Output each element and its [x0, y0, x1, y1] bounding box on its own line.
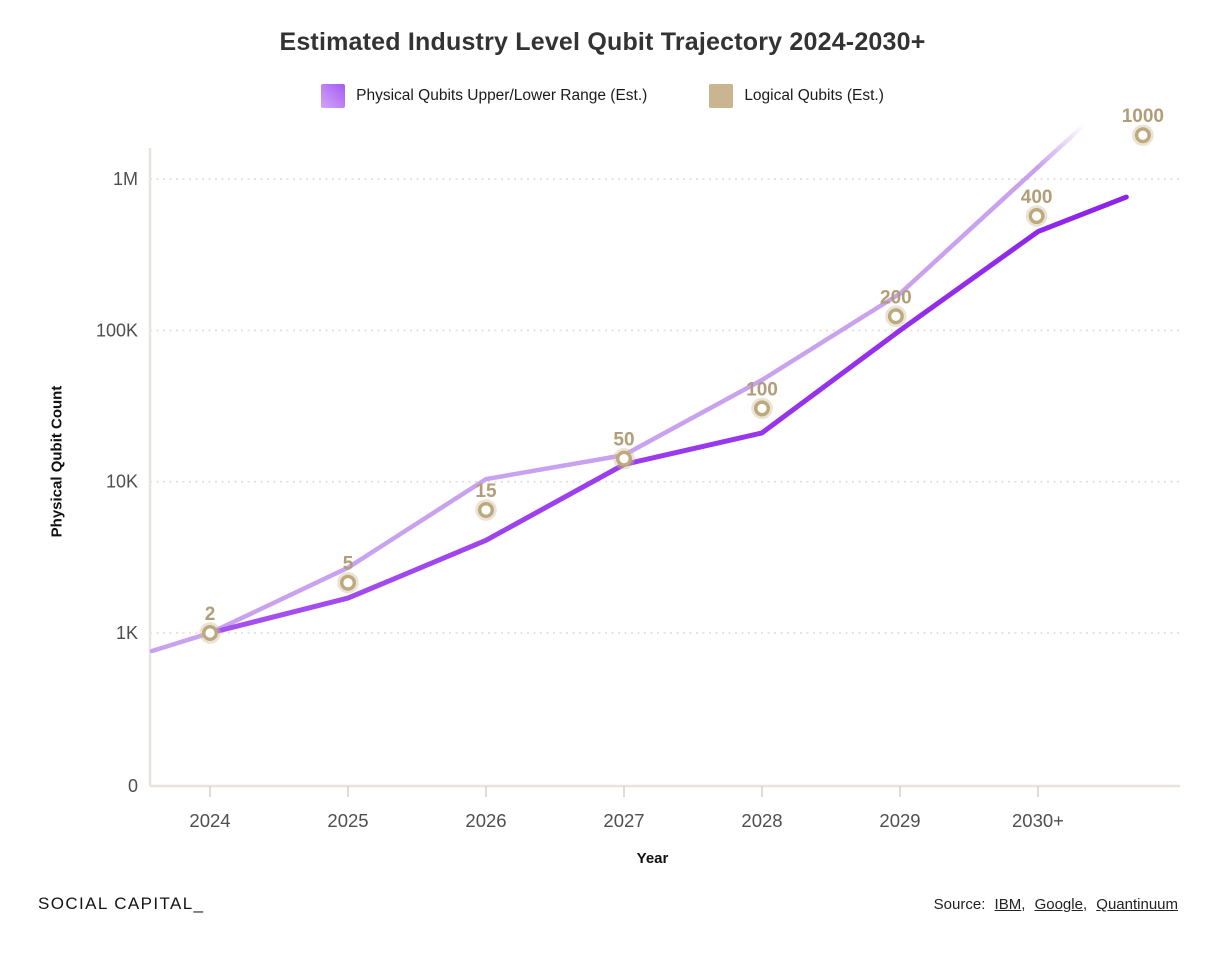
logical-qubit-point-halo	[885, 305, 907, 328]
logical-qubit-count-label: 100	[746, 379, 778, 400]
legend-label-physical: Physical Qubits Upper/Lower Range (Est.)	[356, 87, 648, 104]
logical-qubit-point	[340, 574, 357, 591]
logical-qubit-point	[201, 625, 218, 642]
logical-qubit-count-label: 2	[205, 604, 216, 625]
x-tick-label: 2025	[327, 810, 368, 831]
y-tick-label: 1M	[113, 169, 138, 189]
logical-qubit-count-label: 400	[1021, 187, 1053, 208]
logical-qubit-count-label: 50	[613, 430, 634, 451]
logical-qubit-point-halo	[613, 447, 635, 470]
legend-item-physical: Physical Qubits Upper/Lower Range (Est.)	[321, 84, 647, 108]
y-tick-label: 1K	[116, 623, 138, 643]
y-tick-label: 10K	[106, 472, 138, 492]
legend-item-logical: Logical Qubits (Est.)	[709, 84, 884, 108]
logical-qubit-point	[754, 400, 771, 417]
logical-qubit-point	[1028, 208, 1045, 225]
y-tick-label: 0	[128, 776, 138, 796]
logical-qubit-point	[616, 450, 633, 467]
source-attribution: Source: IBM, Google, Quantinuum	[934, 896, 1178, 913]
upper-range-line-fade	[1035, 122, 1088, 170]
legend: Physical Qubits Upper/Lower Range (Est.)…	[0, 84, 1205, 108]
logical-qubit-count-label: 15	[475, 481, 497, 502]
separator: ,	[1082, 896, 1088, 913]
upper-range-line	[149, 164, 1041, 654]
logical-qubit-point-halo	[1025, 205, 1048, 227]
logical-qubit-point	[1134, 127, 1151, 144]
logical-qubits-swatch-icon	[709, 84, 734, 108]
logical-qubit-point-halo	[475, 499, 497, 521]
logical-qubit-count-label: 1000	[1122, 106, 1164, 127]
logical-qubit-point-halo	[199, 622, 221, 644]
source-link-quantinuum[interactable]: Quantinuum	[1096, 896, 1178, 913]
x-tick-label: 2028	[741, 810, 782, 831]
logical-qubit-point	[478, 502, 495, 519]
source-link-ibm[interactable]: IBM	[994, 896, 1022, 913]
x-tick-label: 2024	[189, 810, 230, 831]
x-tick-label: 2027	[603, 810, 644, 831]
logical-qubit-count-label: 200	[880, 287, 912, 308]
x-axis-title: Year	[636, 850, 669, 867]
logical-qubit-count-label: 5	[343, 554, 354, 575]
y-tick-label: 100K	[96, 320, 138, 340]
page-title: Estimated Industry Level Qubit Trajector…	[279, 28, 926, 56]
source-link-google[interactable]: Google	[1034, 896, 1083, 913]
logical-qubit-point-halo	[337, 571, 359, 594]
x-tick-label: 2030+	[1012, 810, 1064, 831]
y-axis-title: Physical Qubit Count	[48, 385, 66, 538]
x-tick-label: 2029	[879, 810, 920, 831]
legend-label-logical: Logical Qubits (Est.)	[744, 87, 884, 104]
logical-qubit-point-halo	[1132, 124, 1154, 146]
physical-range-swatch-icon	[321, 84, 346, 108]
x-tick-label: 2026	[465, 810, 506, 831]
logical-qubit-point	[887, 308, 904, 325]
source-prefix: Source:	[933, 896, 986, 913]
logical-qubit-point-halo	[751, 397, 773, 420]
lower-range-line	[207, 194, 1129, 636]
brand-logo: SOCIAL CAPITAL_	[38, 894, 205, 913]
separator: ,	[1021, 896, 1026, 913]
